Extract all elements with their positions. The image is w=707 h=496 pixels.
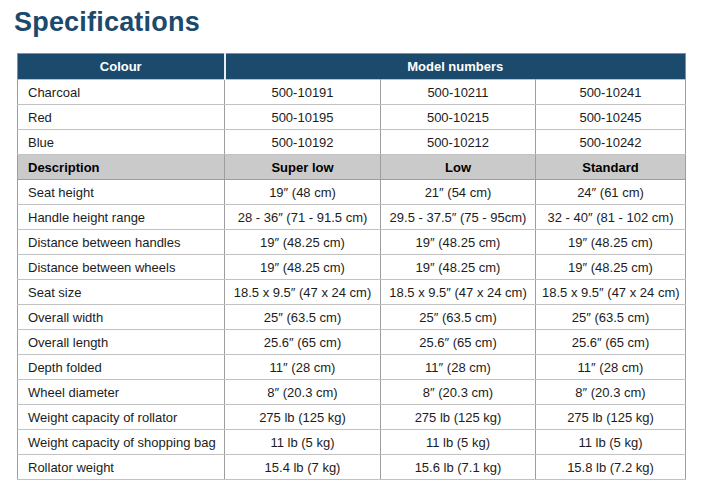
spec-row-value: 18.5 x 9.5″ (47 x 24 cm)	[225, 280, 381, 305]
spec-row-value: 19″ (48 cm)	[225, 180, 381, 205]
page: Specifications Colour Model numbers Char…	[0, 0, 707, 480]
colour-row-value: 500-10195	[225, 105, 381, 130]
colour-row: Red500-10195500-10215500-10245	[18, 105, 686, 130]
spec-row-value: 15.8 lb (7.2 kg)	[536, 455, 686, 480]
spec-row: Wheel diameter8″ (20.3 cm)8″ (20.3 cm)8″…	[18, 380, 686, 405]
spec-row: Weight capacity of rollator275 lb (125 k…	[18, 405, 686, 430]
spec-row: Depth folded11″ (28 cm)11″ (28 cm)11″ (2…	[18, 355, 686, 380]
spec-row: Seat size18.5 x 9.5″ (47 x 24 cm)18.5 x …	[18, 280, 686, 305]
page-title: Specifications	[14, 7, 707, 38]
colour-row-value: 500-10191	[225, 80, 381, 105]
spec-row-value: 25″ (63.5 cm)	[225, 305, 381, 330]
spec-row-label: Overall width	[18, 305, 225, 330]
spec-row-label: Distance between wheels	[18, 255, 225, 280]
spec-row-value: 11″ (28 cm)	[536, 355, 686, 380]
spec-rows-section: Seat height19″ (48 cm)21″ (54 cm)24″ (61…	[18, 180, 686, 480]
colour-row-value: 500-10242	[536, 130, 686, 155]
spec-row-value: 18.5 x 9.5″ (47 x 24 cm)	[381, 280, 536, 305]
spec-row: Overall width25″ (63.5 cm)25″ (63.5 cm)2…	[18, 305, 686, 330]
colour-row-value: 500-10215	[381, 105, 536, 130]
colour-row-value: 500-10192	[225, 130, 381, 155]
colour-row: Charcoal500-10191500-10211500-10241	[18, 80, 686, 105]
spec-row-value: 11 lb (5 kg)	[381, 430, 536, 455]
spec-row-value: 25.6″ (65 cm)	[381, 330, 536, 355]
spec-row-value: 19″ (48.25 cm)	[381, 230, 536, 255]
spec-row-label: Handle height range	[18, 205, 225, 230]
column-header-low: Low	[381, 155, 536, 180]
spec-row-label: Weight capacity of shopping bag	[18, 430, 225, 455]
colour-header-cell: Colour	[18, 54, 225, 80]
spec-row-value: 19″ (48.25 cm)	[381, 255, 536, 280]
spec-row-value: 25.6″ (65 cm)	[536, 330, 686, 355]
spec-row-value: 19″ (48.25 cm)	[536, 230, 686, 255]
colour-row-label: Red	[18, 105, 225, 130]
spec-row: Distance between wheels19″ (48.25 cm)19″…	[18, 255, 686, 280]
spec-row: Overall length25.6″ (65 cm)25.6″ (65 cm)…	[18, 330, 686, 355]
spec-row-value: 32 - 40″ (81 - 102 cm)	[536, 205, 686, 230]
spec-row-value: 8″ (20.3 cm)	[225, 380, 381, 405]
spec-row-value: 28 - 36″ (71 - 91.5 cm)	[225, 205, 381, 230]
spec-row-value: 29.5 - 37.5″ (75 - 95cm)	[381, 205, 536, 230]
spec-row-value: 25″ (63.5 cm)	[381, 305, 536, 330]
specifications-table: Colour Model numbers Charcoal500-1019150…	[17, 53, 686, 480]
spec-row-value: 19″ (48.25 cm)	[225, 230, 381, 255]
colour-row-value: 500-10241	[536, 80, 686, 105]
spec-row-label: Weight capacity of rollator	[18, 405, 225, 430]
spec-row-value: 11 lb (5 kg)	[225, 430, 381, 455]
spec-row-value: 11″ (28 cm)	[381, 355, 536, 380]
spec-row-value: 19″ (48.25 cm)	[225, 255, 381, 280]
spec-row-value: 15.4 lb (7 kg)	[225, 455, 381, 480]
spec-row-label: Depth folded	[18, 355, 225, 380]
description-header-cell: Description	[18, 155, 225, 180]
spec-row-value: 8″ (20.3 cm)	[536, 380, 686, 405]
spec-row: Rollator weight15.4 lb (7 kg)15.6 lb (7.…	[18, 455, 686, 480]
spec-row-value: 18.5 x 9.5″ (47 x 24 cm)	[536, 280, 686, 305]
spec-row-value: 275 lb (125 kg)	[381, 405, 536, 430]
colour-row-value: 500-10211	[381, 80, 536, 105]
model-numbers-header-cell: Model numbers	[225, 54, 686, 80]
spec-row-value: 25″ (63.5 cm)	[536, 305, 686, 330]
spec-row-label: Rollator weight	[18, 455, 225, 480]
spec-row-label: Seat size	[18, 280, 225, 305]
spec-row-value: 21″ (54 cm)	[381, 180, 536, 205]
spec-row-label: Wheel diameter	[18, 380, 225, 405]
colour-row-label: Blue	[18, 130, 225, 155]
spec-row-value: 25.6″ (65 cm)	[225, 330, 381, 355]
spec-row-value: 275 lb (125 kg)	[225, 405, 381, 430]
spec-row-label: Overall length	[18, 330, 225, 355]
colour-row-label: Charcoal	[18, 80, 225, 105]
model-numbers-header-row: Colour Model numbers	[18, 54, 686, 80]
spec-row: Distance between handles19″ (48.25 cm)19…	[18, 230, 686, 255]
spec-row-value: 24″ (61 cm)	[536, 180, 686, 205]
spec-row: Seat height19″ (48 cm)21″ (54 cm)24″ (61…	[18, 180, 686, 205]
spec-row: Handle height range28 - 36″ (71 - 91.5 c…	[18, 205, 686, 230]
colour-row-value: 500-10212	[381, 130, 536, 155]
colour-rows-section: Charcoal500-10191500-10211500-10241Red50…	[18, 80, 686, 155]
spec-row-value: 275 lb (125 kg)	[536, 405, 686, 430]
spec-row: Weight capacity of shopping bag11 lb (5 …	[18, 430, 686, 455]
spec-row-value: 11 lb (5 kg)	[536, 430, 686, 455]
column-header-standard: Standard	[536, 155, 686, 180]
colour-row-value: 500-10245	[536, 105, 686, 130]
spec-row-value: 11″ (28 cm)	[225, 355, 381, 380]
spec-row-value: 19″ (48.25 cm)	[536, 255, 686, 280]
spec-row-label: Distance between handles	[18, 230, 225, 255]
column-header-super-low: Super low	[225, 155, 381, 180]
colour-row: Blue500-10192500-10212500-10242	[18, 130, 686, 155]
spec-row-value: 15.6 lb (7.1 kg)	[381, 455, 536, 480]
description-header-row: Description Super low Low Standard	[18, 155, 686, 180]
spec-row-value: 8″ (20.3 cm)	[381, 380, 536, 405]
spec-row-label: Seat height	[18, 180, 225, 205]
